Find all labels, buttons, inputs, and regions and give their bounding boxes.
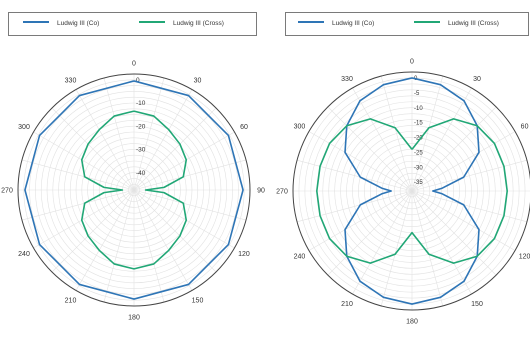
grid-spoke: [327, 190, 413, 276]
grid-spoke: [296, 159, 413, 192]
legend: Ludwig III (Co) Ludwig III (Cross): [285, 12, 529, 36]
radial-tick-label: -30: [136, 147, 146, 154]
outer-circle: [17, 73, 251, 307]
angle-tick-label: 120: [238, 251, 250, 258]
legend-item-cross: Ludwig III (Cross): [414, 13, 499, 35]
grid-spoke: [380, 190, 413, 307]
grid-spoke: [411, 75, 444, 192]
angle-tick-label: 30: [194, 78, 202, 85]
grid-spoke: [133, 189, 247, 221]
grid-spoke: [33, 189, 135, 249]
legend-swatch-co: [298, 21, 324, 24]
angle-tick-label: 330: [65, 78, 77, 85]
angle-tick-label: 210: [341, 301, 353, 308]
angle-tick-label: 330: [341, 76, 353, 83]
polar-chart-left: Ludwig III (Co) Ludwig III (Cross) 0 30 60…: [1, 12, 265, 322]
grid-spoke: [75, 189, 135, 291]
radial-tick-label: -35: [414, 180, 423, 186]
angle-tick-label: 300: [294, 124, 306, 131]
outer-circle: [292, 71, 530, 311]
grid-spoke: [411, 159, 528, 192]
series-line-co: [24, 80, 244, 300]
polar-chart-right: Ludwig III (Co) Ludwig III (Cross) 0 30 60…: [265, 0, 530, 353]
polar-plot: 0 30 60 90 120 150 180 210 240 270 300 330 0 -10 -20 -3…: [1, 61, 265, 322]
angle-tick-label: 90: [257, 188, 265, 195]
angle-tick-label: 0: [132, 61, 136, 68]
radial-tick-label: -15: [414, 121, 423, 127]
angle-tick-label: 180: [128, 315, 140, 322]
radial-tick-label: -20: [414, 136, 423, 142]
grid-spoke: [411, 131, 516, 192]
legend-label-co: Ludwig III (Co): [57, 20, 100, 27]
grid-spoke: [411, 190, 472, 295]
angle-tick-label: 30: [473, 76, 481, 83]
angle-tick-label: 240: [18, 251, 30, 258]
grid-spoke: [51, 189, 135, 273]
legend-item-cross: Ludwig III (Cross): [139, 13, 224, 35]
grid-spoke: [133, 189, 235, 249]
polar-plot: 03060901201501802102402703003300-5-10-15…: [276, 59, 530, 326]
series-line-co: [344, 77, 480, 305]
radial-tick-label: -30: [414, 165, 423, 171]
grid-spoke: [21, 159, 135, 191]
series-line-cross: [316, 118, 508, 264]
grid-spoke: [133, 107, 217, 191]
grid-spoke: [33, 131, 135, 191]
grid-spoke: [51, 107, 135, 191]
grid-spoke: [133, 159, 247, 191]
grid-spoke: [411, 106, 497, 192]
grid-spoke: [133, 77, 165, 191]
angle-tick-label: 270: [1, 188, 13, 195]
legend-label-cross: Ludwig III (Cross): [173, 20, 224, 27]
grid-spoke: [21, 189, 135, 221]
radial-tick-label: -5: [414, 91, 420, 97]
grid-spoke: [133, 189, 217, 273]
grid-spoke: [133, 189, 193, 291]
series-line-cross: [80, 110, 188, 270]
angle-tick-label: 150: [192, 297, 204, 304]
grid-spoke: [411, 190, 444, 307]
grid-spoke: [308, 190, 413, 251]
grid-spoke: [296, 190, 413, 223]
grid-spoke: [411, 190, 516, 251]
legend-swatch-cross: [414, 21, 440, 24]
grid-spoke: [103, 189, 135, 303]
grid-spoke: [411, 190, 528, 223]
legend-swatch-co: [23, 21, 49, 24]
grid-spoke: [411, 190, 497, 276]
grid-spoke: [308, 131, 413, 192]
angle-tick-label: 180: [406, 319, 418, 326]
legend: Ludwig III (Co) Ludwig III (Cross): [8, 12, 257, 36]
angle-tick-label: 270: [276, 189, 288, 196]
radial-tick-label: -10: [136, 100, 146, 107]
grid-spoke: [380, 75, 413, 192]
radial-tick-label: -25: [414, 150, 423, 156]
grid-spoke: [133, 89, 193, 191]
grid-spoke: [133, 189, 165, 303]
radial-tick-label: 0: [136, 77, 140, 84]
grid-spoke: [103, 77, 135, 191]
angle-tick-label: 0: [410, 59, 414, 66]
angle-tick-label: 60: [240, 124, 248, 131]
angle-tick-label: 60: [521, 124, 529, 131]
radial-tick-label: -10: [414, 106, 423, 112]
angle-tick-label: 300: [18, 124, 30, 131]
legend-label-co: Ludwig III (Co): [332, 20, 375, 27]
legend-item-co: Ludwig III (Co): [298, 13, 374, 35]
angle-tick-label: 240: [294, 254, 306, 261]
grid-spoke: [327, 106, 413, 192]
angle-tick-label: 210: [65, 297, 77, 304]
grid-spoke: [133, 131, 235, 191]
angle-tick-label: 120: [519, 254, 530, 261]
radial-tick-label: -40: [136, 170, 146, 177]
angle-tick-label: 150: [471, 301, 483, 308]
legend-label-cross: Ludwig III (Cross): [448, 20, 499, 27]
radial-tick-label: -20: [136, 123, 146, 130]
grid-spoke: [352, 87, 413, 192]
grid-spoke: [352, 190, 413, 295]
grid-spoke: [411, 87, 472, 192]
grid-spoke: [75, 89, 135, 191]
legend-item-co: Ludwig III (Co): [23, 13, 99, 35]
legend-swatch-cross: [139, 21, 165, 24]
